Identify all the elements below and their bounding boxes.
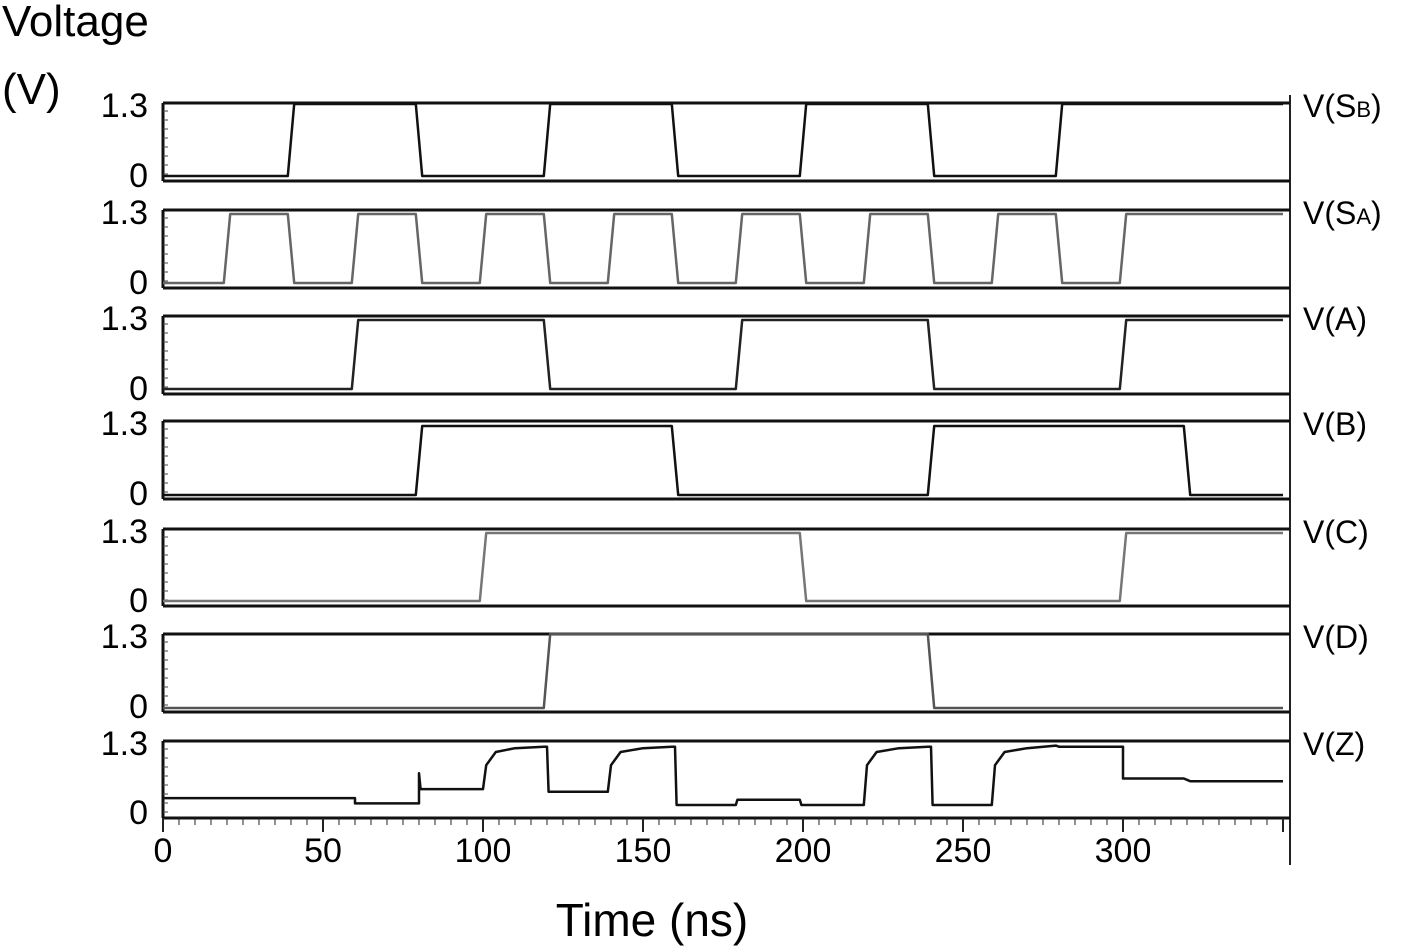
x-tick-label: 250 xyxy=(935,832,992,870)
y-tick-label-low: 0 xyxy=(129,157,148,195)
waveform-vsb xyxy=(163,102,1283,178)
waveform-vsa xyxy=(163,212,1283,285)
y-tick-label-high: 1.3 xyxy=(101,300,148,338)
x-axis-title: Time (ns) xyxy=(556,894,749,946)
signal-label: V(C) xyxy=(1303,514,1369,550)
x-tick-label: 0 xyxy=(154,832,173,870)
y-tick-label-high: 1.3 xyxy=(101,405,148,443)
signal-label: V(SB) xyxy=(1303,88,1382,124)
waveform-vb xyxy=(163,424,1283,497)
signal-label: V(SA) xyxy=(1303,195,1382,231)
x-tick-label: 100 xyxy=(455,832,512,870)
waveform-vc xyxy=(163,531,1283,603)
waveform-va xyxy=(163,318,1283,391)
panel-4: 1.3 0 V(B) xyxy=(101,405,1367,513)
y-axis-title-line1: Voltage xyxy=(2,0,149,46)
y-tick-label-high: 1.3 xyxy=(101,725,148,763)
y-tick-label-high: 1.3 xyxy=(101,87,148,125)
panel-6: 1.3 0 V(D) xyxy=(101,618,1369,726)
panel-5: 1.3 0 V(C) xyxy=(101,513,1369,620)
x-tick-label: 150 xyxy=(615,832,672,870)
y-tick-label-high: 1.3 xyxy=(101,194,148,232)
y-tick-label-high: 1.3 xyxy=(101,618,148,656)
x-tick-label: 50 xyxy=(304,832,342,870)
y-axis-title-line2: (V) xyxy=(2,65,61,114)
waveform-vd xyxy=(163,632,1283,710)
signal-label: V(B) xyxy=(1303,406,1367,442)
y-tick-label-high: 1.3 xyxy=(101,513,148,551)
x-tick-label: 300 xyxy=(1095,832,1152,870)
panel-1: 1.3 0 V(SB) xyxy=(101,87,1382,195)
y-tick-label-low: 0 xyxy=(129,794,148,832)
y-tick-label-low: 0 xyxy=(129,582,148,620)
signal-label: V(D) xyxy=(1303,619,1369,655)
x-tick-label: 200 xyxy=(775,832,832,870)
panel-2: 1.3 0 V(SA) xyxy=(101,194,1382,302)
waveform-vz xyxy=(163,744,1283,807)
panel-3: 1.3 0 V(A) xyxy=(101,300,1367,408)
signal-label: V(Z) xyxy=(1303,726,1365,762)
panel-7: 1.3 0 V(Z) xyxy=(101,725,1365,832)
y-tick-label-low: 0 xyxy=(129,370,148,408)
y-tick-label-low: 0 xyxy=(129,688,148,726)
signal-label: V(A) xyxy=(1303,301,1367,337)
y-tick-label-low: 0 xyxy=(129,475,148,513)
y-tick-label-low: 0 xyxy=(129,264,148,302)
